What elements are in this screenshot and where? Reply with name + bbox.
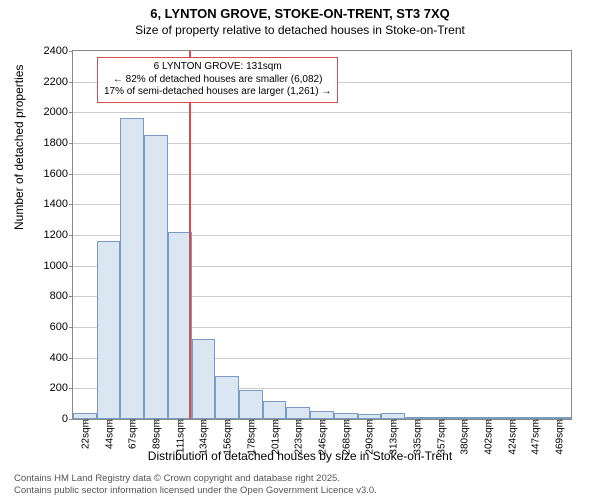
histogram-bar	[263, 401, 287, 419]
y-tick-mark	[69, 388, 73, 389]
x-tick-mark	[512, 419, 513, 423]
x-tick-mark	[251, 419, 252, 423]
annotation-line: ← 82% of detached houses are smaller (6,…	[104, 74, 331, 87]
x-tick-label: 44sqm	[102, 419, 115, 449]
x-tick-label: 22sqm	[78, 419, 91, 449]
y-tick-mark	[69, 112, 73, 113]
x-tick-mark	[369, 419, 370, 423]
histogram-bar	[192, 339, 216, 419]
y-tick-mark	[69, 143, 73, 144]
x-tick-mark	[322, 419, 323, 423]
x-tick-mark	[227, 419, 228, 423]
x-tick-mark	[393, 419, 394, 423]
x-tick-label: 111sqm	[173, 419, 186, 453]
footer-credits: Contains HM Land Registry data © Crown c…	[14, 473, 377, 497]
footer-line-1: Contains HM Land Registry data © Crown c…	[14, 473, 377, 485]
plot-area: 0200400600800100012001400160018002000220…	[72, 50, 572, 420]
y-tick-mark	[69, 82, 73, 83]
histogram-bar	[144, 135, 168, 419]
x-tick-mark	[85, 419, 86, 423]
x-tick-mark	[298, 419, 299, 423]
annotation-line: 17% of semi-detached houses are larger (…	[104, 86, 331, 99]
annotation-box: 6 LYNTON GROVE: 131sqm← 82% of detached …	[97, 57, 338, 103]
histogram-bar	[120, 118, 144, 419]
x-tick-mark	[464, 419, 465, 423]
x-tick-mark	[132, 419, 133, 423]
x-tick-mark	[535, 419, 536, 423]
histogram-bar	[286, 407, 310, 419]
y-tick-mark	[69, 358, 73, 359]
chart-subtitle: Size of property relative to detached ho…	[0, 23, 600, 41]
y-axis-label: Number of detached properties	[12, 65, 26, 230]
x-tick-mark	[559, 419, 560, 423]
y-tick-mark	[69, 51, 73, 52]
x-tick-mark	[203, 419, 204, 423]
y-tick-mark	[69, 204, 73, 205]
y-tick-mark	[69, 327, 73, 328]
y-tick-mark	[69, 174, 73, 175]
histogram-bar	[239, 390, 263, 419]
reference-line	[189, 51, 191, 419]
x-axis-label: Distribution of detached houses by size …	[0, 449, 600, 463]
x-tick-label: 89sqm	[150, 419, 163, 449]
y-tick-mark	[69, 296, 73, 297]
footer-line-2: Contains public sector information licen…	[14, 485, 377, 497]
chart-title: 6, LYNTON GROVE, STOKE-ON-TRENT, ST3 7XQ	[0, 0, 600, 23]
histogram-bar	[215, 376, 239, 419]
histogram-bar	[97, 241, 121, 419]
y-tick-mark	[69, 266, 73, 267]
x-tick-mark	[275, 419, 276, 423]
x-tick-label: 67sqm	[126, 419, 139, 449]
histogram-bar	[310, 411, 334, 419]
x-tick-mark	[417, 419, 418, 423]
y-tick-mark	[69, 419, 73, 420]
gridline	[73, 112, 571, 113]
chart-container: 6, LYNTON GROVE, STOKE-ON-TRENT, ST3 7XQ…	[0, 0, 600, 500]
annotation-line: 6 LYNTON GROVE: 131sqm	[104, 61, 331, 74]
x-tick-mark	[156, 419, 157, 423]
x-tick-mark	[441, 419, 442, 423]
x-tick-mark	[109, 419, 110, 423]
y-tick-mark	[69, 235, 73, 236]
histogram-bar	[168, 232, 192, 419]
x-tick-mark	[180, 419, 181, 423]
x-tick-mark	[346, 419, 347, 423]
x-tick-mark	[488, 419, 489, 423]
